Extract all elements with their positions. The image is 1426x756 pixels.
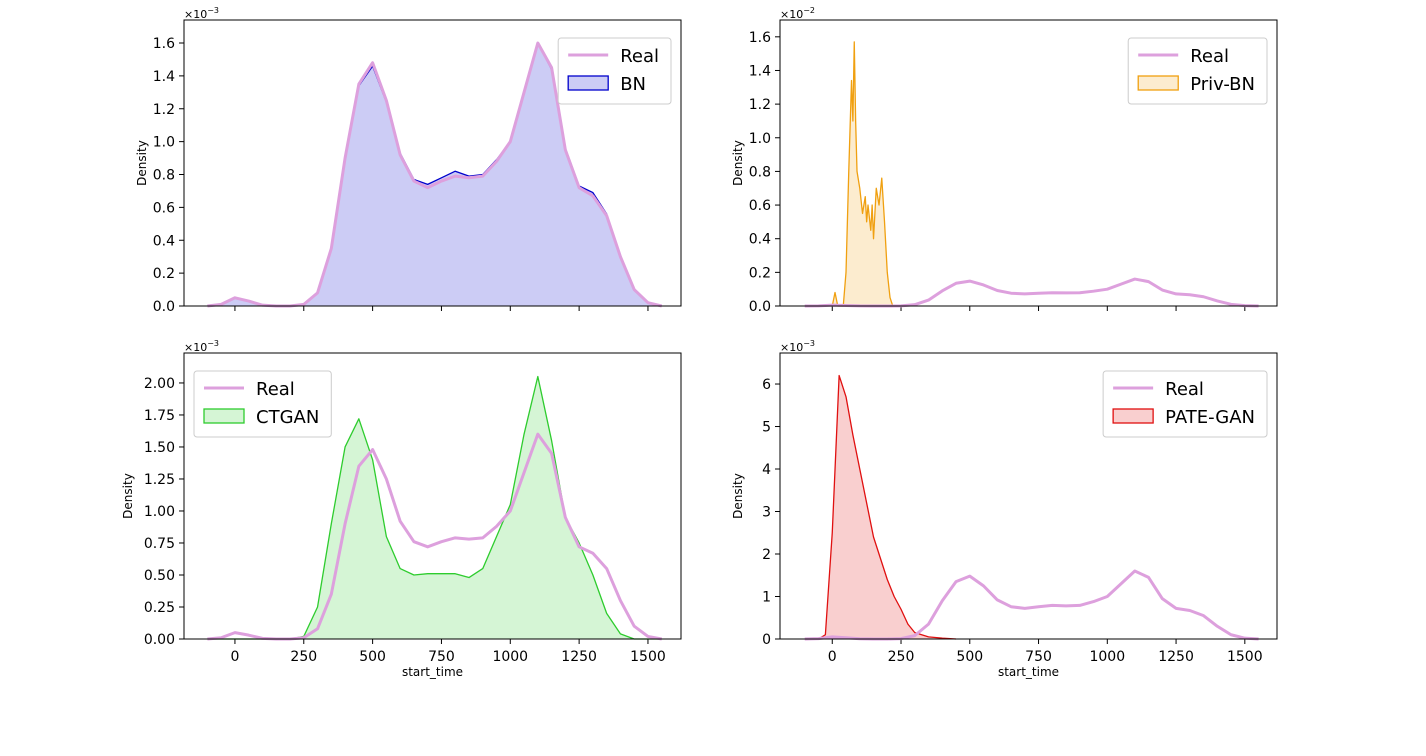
y-tick-label: 1.00 [144, 504, 175, 520]
y-tick-label: 1.0 [749, 131, 771, 147]
offset-base: ×10 [184, 341, 207, 354]
y-tick-label: 1 [762, 590, 771, 606]
x-tick-label: 250 [290, 649, 317, 665]
y-tick-label: 1.25 [144, 472, 175, 488]
offset-base: ×10 [184, 8, 207, 21]
legend-label: Real [1165, 379, 1204, 400]
y-tick-label: 1.0 [153, 135, 175, 151]
area-fill [818, 375, 957, 639]
x-tick-label: 0 [230, 649, 239, 665]
y-tick-label: 4 [762, 462, 771, 478]
y-tick-label: 0.0 [749, 299, 771, 315]
y-tick-label: 0.75 [144, 536, 175, 552]
offset-base: ×10 [780, 341, 803, 354]
legend-label: Real [1190, 46, 1229, 67]
subplot: 0 1 2 3 4 5 6 0 250 500 750 1000 1250 1500 ×10−3 Densit… [731, 339, 1278, 679]
y-tick-label: 1.2 [153, 102, 175, 118]
area-fill [207, 376, 662, 639]
legend-swatch [567, 75, 609, 91]
offset-text: ×10−3 [780, 339, 815, 354]
y-tick-label: 1.4 [153, 69, 175, 85]
legend-label: Real [620, 46, 659, 67]
y-tick-label: 1.75 [144, 408, 175, 424]
legend-label: CTGAN [256, 407, 319, 428]
y-tick-label: 2 [762, 547, 771, 563]
legend-label: Priv-BN [1190, 74, 1255, 95]
area-fill [832, 41, 893, 307]
x-axis-label: start_time [998, 665, 1059, 679]
y-tick-label: 0.4 [749, 232, 771, 248]
x-axis-label: start_time [402, 665, 463, 679]
y-tick-label: 0.4 [153, 233, 175, 249]
y-tick-label: 6 [762, 377, 771, 393]
y-axis-label: Density [731, 473, 745, 519]
x-tick-label: 500 [359, 649, 386, 665]
area-fill [207, 43, 662, 306]
y-tick-label: 0.50 [144, 568, 175, 584]
legend-label: BN [620, 74, 646, 95]
x-tick-label: 500 [956, 649, 983, 665]
y-tick-label: 0 [762, 632, 771, 648]
x-tick-label: 1500 [630, 649, 666, 665]
y-tick-label: 5 [762, 420, 771, 436]
offset-text: ×10−3 [184, 6, 219, 21]
density-line [831, 41, 894, 307]
legend: Real CTGAN [193, 370, 332, 438]
offset-exponent: −3 [803, 339, 815, 348]
y-tick-label: 0.25 [144, 600, 175, 616]
subplot: 0.00 0.25 0.50 0.75 1.00 1.25 1.50 1.75 2.00 0 250… [121, 339, 682, 679]
y-tick-label: 0.8 [153, 168, 175, 184]
y-tick-label: 0.6 [749, 198, 771, 214]
x-tick-label: 1250 [1158, 649, 1194, 665]
y-axis-label: Density [121, 473, 135, 519]
offset-base: ×10 [780, 8, 803, 21]
subplot: 0.0 0.2 0.4 0.6 0.8 1.0 1.2 1.4 1.6 ×10−3 Density R… [135, 6, 682, 315]
y-axis-label: Density [731, 140, 745, 186]
axes-frame [183, 19, 682, 307]
x-tick-label: 1500 [1227, 649, 1263, 665]
legend-swatch [1137, 75, 1179, 91]
y-tick-label: 1.2 [749, 97, 771, 113]
y-tick-label: 1.50 [144, 440, 175, 456]
y-tick-label: 0.6 [153, 200, 175, 216]
x-tick-label: 1000 [1089, 649, 1125, 665]
x-tick-label: 250 [888, 649, 915, 665]
offset-exponent: −3 [207, 6, 219, 15]
legend-swatch [1112, 408, 1154, 424]
axes-frame [779, 352, 1278, 640]
x-tick-label: 0 [828, 649, 837, 665]
legend: Real BN [557, 37, 672, 105]
y-tick-label: 1.4 [749, 63, 771, 79]
y-tick-label: 0.0 [153, 299, 175, 315]
offset-exponent: −3 [207, 339, 219, 348]
offset-exponent: −2 [803, 6, 815, 15]
legend: Real Priv-BN [1127, 37, 1268, 105]
x-tick-label: 750 [1025, 649, 1052, 665]
y-tick-label: 1.6 [749, 30, 771, 46]
x-tick-label: 750 [428, 649, 455, 665]
legend: Real PATE-GAN [1102, 370, 1268, 438]
y-tick-label: 0.8 [749, 164, 771, 180]
y-axis-label: Density [135, 140, 149, 186]
x-tick-label: 1250 [561, 649, 597, 665]
y-tick-label: 0.00 [144, 632, 175, 648]
y-tick-label: 2.00 [144, 376, 175, 392]
y-tick-label: 0.2 [749, 265, 771, 281]
axes-frame [779, 19, 1278, 307]
subplot: 0.0 0.2 0.4 0.6 0.8 1.0 1.2 1.4 1.6 ×10−2 Density R… [731, 6, 1278, 315]
x-tick-label: 1000 [492, 649, 528, 665]
offset-text: ×10−3 [184, 339, 219, 354]
axes-frame [183, 352, 682, 640]
y-tick-label: 0.2 [153, 266, 175, 282]
legend-label: PATE-GAN [1165, 407, 1255, 428]
y-tick-label: 1.6 [153, 36, 175, 52]
legend-swatch [203, 408, 245, 424]
legend-label: Real [256, 379, 295, 400]
y-tick-label: 3 [762, 505, 771, 521]
offset-text: ×10−2 [780, 6, 815, 21]
